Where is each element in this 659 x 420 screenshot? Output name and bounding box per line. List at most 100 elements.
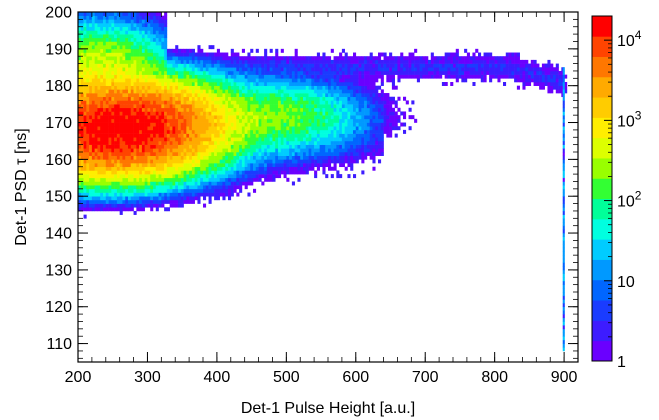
heatmap-cell (216, 48, 220, 53)
heatmap-cell (297, 85, 301, 90)
heatmap-cell (139, 140, 143, 145)
heatmap-cell (186, 48, 190, 53)
heatmap-cell (205, 82, 209, 86)
heatmap-cell (155, 78, 159, 83)
heatmap-cell (255, 122, 259, 127)
heatmap-cell (330, 100, 334, 105)
heatmap-cell (514, 78, 518, 83)
heatmap-cell (236, 129, 240, 134)
heatmap-cell (233, 74, 237, 79)
heatmap-cell (144, 126, 148, 131)
heatmap-cell (241, 89, 245, 94)
heatmap-cell (147, 59, 151, 64)
heatmap-cell (128, 78, 132, 83)
heatmap-cell (380, 100, 384, 105)
heatmap-cell (97, 144, 101, 149)
heatmap-cell (125, 30, 129, 35)
heatmap-cell (114, 74, 118, 79)
heatmap-cell (111, 122, 115, 127)
heatmap-cell (172, 126, 176, 131)
heatmap-cell (80, 74, 84, 79)
heatmap-cell (291, 137, 295, 142)
heatmap-cell (303, 166, 307, 171)
heatmap-cell (244, 152, 248, 156)
heatmap-cell (194, 85, 198, 90)
heatmap-cell (133, 56, 137, 61)
heatmap-cell (136, 96, 140, 101)
heatmap-cell (91, 78, 95, 83)
heatmap-cell (341, 140, 345, 145)
heatmap-cell (505, 70, 509, 75)
heatmap-cell (319, 67, 323, 72)
heatmap-cell (239, 93, 243, 98)
heatmap-cell (208, 118, 212, 123)
heatmap-cell (147, 155, 151, 160)
heatmap-cell (291, 133, 295, 138)
heatmap-cell (130, 37, 134, 42)
heatmap-cell (205, 104, 209, 109)
heatmap-cell (241, 82, 245, 86)
heatmap-cell (305, 115, 309, 120)
heatmap-cell (147, 70, 151, 75)
heatmap-cell (314, 104, 318, 109)
heatmap-cell (144, 185, 148, 190)
heatmap-cell (239, 129, 243, 134)
heatmap-cell (380, 118, 384, 123)
heatmap-cell (191, 170, 195, 175)
heatmap-cell (78, 70, 82, 75)
heatmap-cell (275, 48, 279, 53)
heatmap-cell (91, 85, 95, 90)
heatmap-cell (253, 93, 257, 98)
heatmap-cell (308, 118, 312, 123)
heatmap-cell (119, 100, 123, 105)
heatmap-cell (150, 67, 154, 72)
heatmap-cell (241, 70, 245, 75)
heatmap-cell (150, 12, 154, 16)
heatmap-cell (272, 104, 276, 109)
heatmap-cell (519, 70, 523, 75)
heatmap-cell (180, 185, 184, 190)
heatmap-cell (216, 188, 220, 193)
heatmap-cell (197, 140, 201, 145)
heatmap-cell (80, 155, 84, 160)
heatmap-cell (305, 78, 309, 83)
heatmap-cell (80, 207, 84, 212)
heatmap-cell (130, 166, 134, 171)
heatmap-cell (225, 63, 229, 68)
heatmap-cell (97, 85, 101, 90)
heatmap-cell (136, 48, 140, 53)
saturation-cell (562, 277, 565, 282)
heatmap-cell (183, 63, 187, 68)
heatmap-cell (236, 174, 240, 179)
heatmap-cell (91, 63, 95, 68)
heatmap-cell (122, 52, 126, 57)
heatmap-cell (175, 100, 179, 105)
heatmap-cell (314, 96, 318, 101)
heatmap-cell (111, 37, 115, 42)
heatmap-cell (319, 56, 323, 61)
heatmap-cell (80, 203, 84, 208)
heatmap-cell (425, 56, 429, 61)
heatmap-cell (133, 111, 137, 116)
heatmap-cell (303, 140, 307, 145)
heatmap-cell (180, 56, 184, 61)
heatmap-cell (316, 52, 320, 57)
heatmap-cell (505, 52, 509, 57)
heatmap-cell (211, 163, 215, 168)
heatmap-cell (372, 159, 376, 164)
heatmap-cell (161, 100, 165, 105)
heatmap-cell (233, 181, 237, 186)
heatmap-cell (100, 177, 104, 182)
heatmap-cell (239, 159, 243, 164)
heatmap-cell (97, 78, 101, 83)
heatmap-cell (86, 67, 90, 72)
heatmap-cell (78, 96, 82, 101)
heatmap-cell (155, 137, 159, 142)
heatmap-cell (139, 126, 143, 131)
heatmap-cell (314, 170, 318, 175)
heatmap-cell (205, 78, 209, 83)
heatmap-cell (136, 19, 140, 24)
heatmap-cell (89, 63, 93, 68)
heatmap-cell (158, 185, 162, 190)
heatmap-cell (255, 148, 259, 153)
